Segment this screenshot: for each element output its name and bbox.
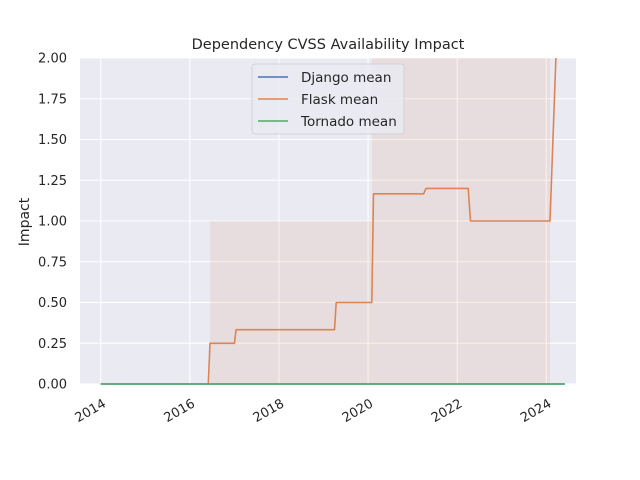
y-tick-label: 0.00: [38, 378, 67, 393]
legend-label: Flask mean: [301, 92, 378, 108]
x-tick-label: 2018: [251, 396, 287, 426]
y-tick-label: 1.00: [38, 215, 67, 230]
y-tick-label: 1.50: [38, 133, 67, 148]
legend-label: Tornado mean: [300, 114, 397, 130]
x-tick-label: 2016: [162, 396, 198, 426]
y-axis-title: Impact: [17, 197, 33, 246]
y-tick-label: 1.75: [38, 92, 67, 107]
legend-box: [251, 63, 405, 135]
x-tick-label: 2014: [73, 396, 109, 426]
legend-label: Django mean: [301, 70, 391, 86]
x-tick-label: 2020: [340, 396, 376, 426]
y-tick-label: 1.25: [38, 174, 67, 189]
x-tick-labels: 2014 2016 2018 2020 2022 2024: [73, 396, 555, 426]
series-lines: [100, 57, 565, 385]
x-tick-label: 2024: [518, 396, 554, 426]
chart-title: Dependency CVSS Availability Impact: [192, 37, 465, 53]
series-line-1: [207, 57, 557, 385]
y-tick-label: 0.50: [38, 296, 67, 311]
x-tick-label: 2022: [429, 396, 465, 426]
y-tick-labels: 0.00 0.25 0.50 0.75 1.00 1.25 1.50 1.75 2.00: [38, 52, 67, 393]
y-tick-label: 0.25: [38, 337, 67, 352]
y-tick-label: 2.00: [38, 52, 67, 67]
legend: Django mean Flask mean Tornado mean: [251, 63, 405, 135]
y-tick-label: 0.75: [38, 255, 67, 270]
